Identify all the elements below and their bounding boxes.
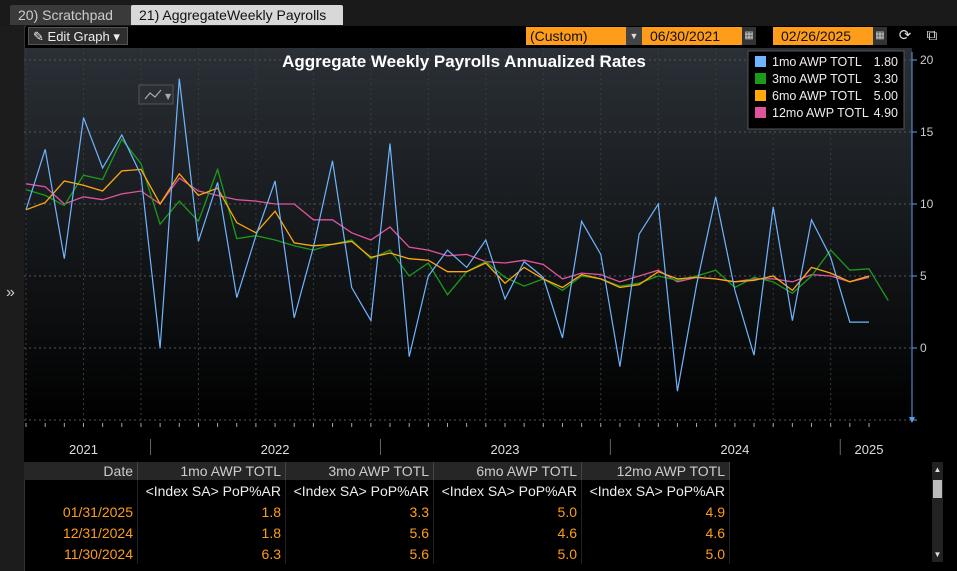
table-row[interactable]: 12/31/2024 1.8 5.6 4.6 4.6 (24, 522, 730, 543)
popout-icon[interactable]: ⧉ (926, 27, 938, 44)
legend-entry-value: 1.80 (874, 55, 898, 69)
svg-text:▼: ▼ (165, 92, 172, 101)
x-tick-label: 2021 (69, 442, 98, 457)
table-cell: 5.6 (285, 543, 434, 564)
x-tick-label: 2023 (491, 442, 520, 457)
table-cell: 5.0 (581, 543, 730, 564)
table-scrollbar[interactable]: ▲ ▼ (932, 462, 943, 562)
chart-legend: 1mo AWP TOTL 1.80 3mo AWP TOTL 3.30 6mo AWP … (747, 50, 905, 130)
table-cell: 4.9 (581, 501, 730, 522)
tab-bar: 20) Scratchpad 21) AggregateWeekly Payro… (0, 0, 957, 27)
calendar-icon[interactable]: ▦ (742, 27, 756, 45)
legend-entry-label: 1mo AWP TOTL (772, 55, 862, 69)
table-cell (24, 480, 138, 501)
x-axis-band (24, 423, 912, 462)
table-cell: <Index SA> PoP%AR (137, 480, 286, 501)
chart-type-icon[interactable]: ▼ (138, 84, 174, 105)
table-cell: 5.0 (433, 501, 582, 522)
series-line-6mo (25, 168, 870, 292)
y-tick-label: 20 (920, 53, 934, 67)
col-header-12mo[interactable]: 12mo AWP TOTL (581, 462, 730, 480)
series-lines (25, 78, 889, 392)
y-tick-label: 15 (920, 125, 934, 139)
table-cell: 5.0 (433, 543, 582, 564)
legend-entry-value: 5.00 (874, 89, 898, 103)
double-chevron-right-icon[interactable]: » (6, 284, 15, 301)
y-tick-label: 10 (920, 197, 934, 211)
edit-graph-label: Edit Graph (47, 29, 110, 44)
pencil-icon: ✎ (33, 29, 44, 44)
table-cell: 6.3 (137, 543, 286, 564)
x-tick-label: 2024 (720, 442, 749, 457)
refresh-icon[interactable]: ⟳ (898, 27, 912, 44)
legend-entry-label: 3mo AWP TOTL (772, 72, 862, 86)
legend-entry-value: 4.90 (874, 106, 898, 120)
table-cell: <Index SA> PoP%AR (285, 480, 434, 501)
legend-swatch (755, 90, 766, 101)
table-cell: 11/30/2024 (24, 543, 138, 564)
x-tick-label: 2022 (261, 442, 290, 457)
table-subheader-row: <Index SA> PoP%AR <Index SA> PoP%AR <Ind… (24, 480, 730, 501)
axis-arrow-icon (909, 417, 915, 423)
calendar-icon[interactable]: ▦ (873, 27, 887, 45)
tab-scratchpad[interactable]: 20) Scratchpad (10, 5, 135, 25)
y-axis: 20 15 10 5 0 (909, 52, 934, 423)
table-row[interactable]: 11/30/2024 6.3 5.6 5.0 5.0 (24, 543, 730, 564)
chart-toolbar: ✎ Edit Graph ▾ (Custom) ▼ 06/30/2021 ▦ 0… (26, 26, 957, 48)
scroll-down-icon[interactable]: ▼ (933, 550, 942, 559)
col-header-date[interactable]: Date (24, 462, 138, 480)
table-cell: <Index SA> PoP%AR (433, 480, 582, 501)
x-tick-label: 2025 (855, 442, 884, 457)
table-cell: 4.6 (433, 522, 582, 543)
data-table: Date 1mo AWP TOTL 3mo AWP TOTL 6mo AWP T… (24, 462, 942, 571)
table-cell: 1.8 (137, 522, 286, 543)
end-date-field[interactable]: 02/26/2025 (773, 27, 873, 45)
period-selector[interactable]: (Custom) (526, 27, 626, 45)
tab-aggregate-weekly-payrolls[interactable]: 21) AggregateWeekly Payrolls (131, 5, 343, 25)
legend-entry-label: 6mo AWP TOTL (772, 89, 862, 103)
col-header-1mo[interactable]: 1mo AWP TOTL (137, 462, 286, 480)
legend-entry-label: 12mo AWP TOTL (772, 106, 869, 120)
legend-swatch (755, 73, 766, 84)
y-tick-label: 5 (920, 269, 927, 283)
table-cell: 01/31/2025 (24, 501, 138, 522)
table-cell: 3.3 (285, 501, 434, 522)
table-cell: 4.6 (581, 522, 730, 543)
edit-graph-button[interactable]: ✎ Edit Graph ▾ (28, 27, 128, 45)
scroll-up-icon[interactable]: ▲ (933, 465, 942, 474)
period-dropdown-icon[interactable]: ▼ (626, 27, 642, 45)
table-cell: 12/31/2024 (24, 522, 138, 543)
table-cell: 1.8 (137, 501, 286, 522)
legend-box (747, 50, 905, 130)
legend-entry-value: 3.30 (874, 72, 898, 86)
series-line-1mo (25, 78, 869, 392)
table-cell: 5.6 (285, 522, 434, 543)
chart-title: Aggregate Weekly Payrolls Annualized Rat… (282, 52, 646, 71)
chevron-down-icon: ▾ (113, 29, 120, 44)
line-chart: 20 15 10 5 0 2021 2022 2023 2024 2025 Aggregate … (24, 48, 942, 462)
legend-swatch (755, 56, 766, 67)
col-header-6mo[interactable]: 6mo AWP TOTL (433, 462, 582, 480)
col-header-3mo[interactable]: 3mo AWP TOTL (285, 462, 434, 480)
x-axis: 2021 2022 2023 2024 2025 (24, 423, 912, 462)
y-tick-label: 0 (920, 341, 927, 355)
start-date-field[interactable]: 06/30/2021 (642, 27, 742, 45)
table-row[interactable]: 01/31/2025 1.8 3.3 5.0 4.9 (24, 501, 730, 522)
legend-swatch (755, 107, 766, 118)
scroll-thumb[interactable] (933, 480, 942, 498)
collapse-panel-strip[interactable]: » (0, 26, 25, 571)
table-cell: <Index SA> PoP%AR (581, 480, 730, 501)
